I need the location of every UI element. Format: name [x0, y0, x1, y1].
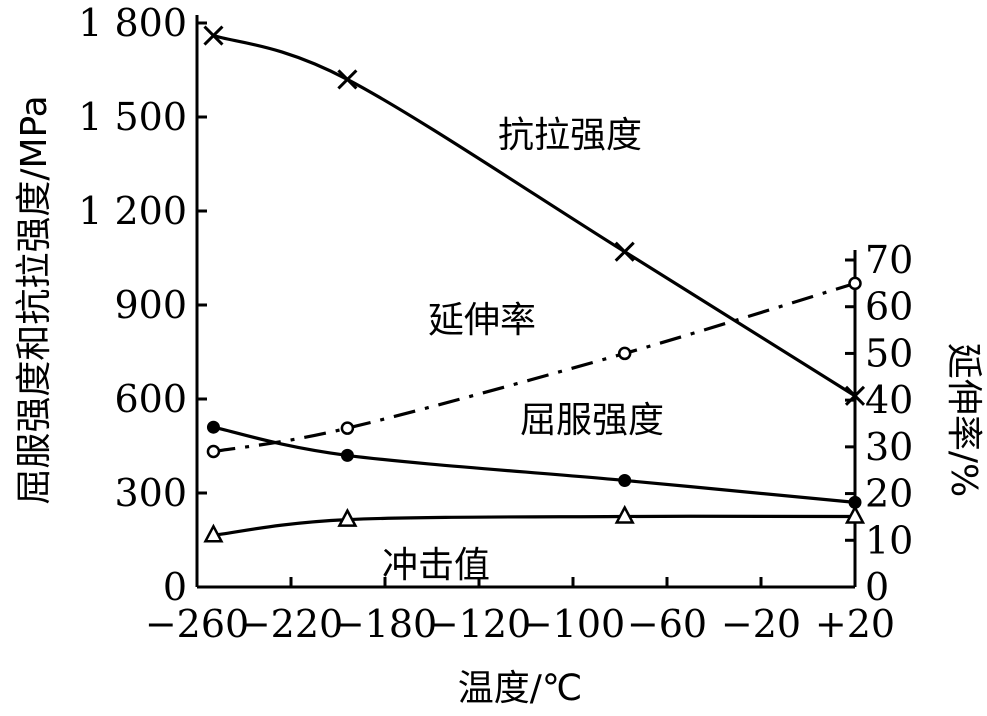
right-y-axis-title: 延伸率/%: [943, 343, 984, 497]
label-tensile-strength: 抗拉强度: [498, 115, 642, 156]
x-tick-label: −100: [521, 602, 625, 646]
x-tick-label: −120: [427, 602, 531, 646]
series-line-1: [213, 281, 856, 454]
left-y-tick-label: 300: [114, 471, 187, 515]
data-point-open-triangle: [337, 507, 358, 527]
data-point-cross: [337, 69, 358, 90]
left-y-tick-label: 0: [163, 565, 187, 609]
data-point-open-triangle: [844, 504, 866, 524]
x-tick-label: −60: [627, 602, 707, 646]
data-point-filled-circle: [340, 448, 354, 462]
series-line-3: [213, 514, 856, 537]
data-point-open-circle: [848, 276, 862, 291]
data-point-open-triangle: [614, 504, 635, 524]
series-line-2: [213, 425, 856, 504]
right-y-tick-label: 10: [865, 518, 913, 562]
data-point-cross: [203, 25, 224, 46]
data-point-open-triangle: [203, 523, 224, 543]
x-tick-label: −260: [145, 602, 249, 646]
data-point-open-circle: [617, 346, 632, 361]
right-y-tick-label: 60: [865, 285, 913, 329]
left-y-axis-title: 屈服强度和抗拉强度/MPa: [14, 95, 55, 504]
data-point-cross: [614, 241, 635, 262]
right-y-tick-label: 70: [865, 238, 913, 282]
data-point-open-circle: [340, 421, 355, 435]
label-impact-value: 冲击值: [382, 545, 490, 586]
right-y-tick-label: 50: [865, 331, 913, 375]
right-y-tick-label: 20: [865, 472, 913, 516]
series-layer: [203, 25, 866, 543]
x-tick-label: −20: [721, 602, 801, 646]
data-point-open-circle: [206, 444, 221, 459]
x-axis-title: 温度/℃: [458, 668, 583, 709]
left-y-tick-label: 1 800: [78, 1, 187, 45]
x-tick-label: +20: [815, 602, 895, 646]
left-y-tick-label: 900: [114, 283, 187, 327]
right-y-tick-label: 30: [865, 425, 913, 469]
label-elongation: 延伸率: [428, 300, 536, 341]
label-yield-strength: 屈服强度: [520, 400, 664, 441]
left-y-tick-label: 600: [114, 377, 187, 421]
x-tick-label: −180: [333, 602, 437, 646]
series-line-0: [212, 34, 856, 398]
x-tick-label: −220: [239, 602, 343, 646]
data-point-cross: [844, 385, 866, 406]
left-y-tick-label: 1 500: [78, 95, 187, 139]
data-point-filled-circle: [618, 473, 632, 487]
right-y-tick-label: 40: [865, 378, 913, 422]
right-y-tick-label: 0: [865, 565, 889, 609]
left-y-tick-label: 1 200: [78, 189, 187, 233]
data-point-filled-circle: [206, 420, 220, 434]
